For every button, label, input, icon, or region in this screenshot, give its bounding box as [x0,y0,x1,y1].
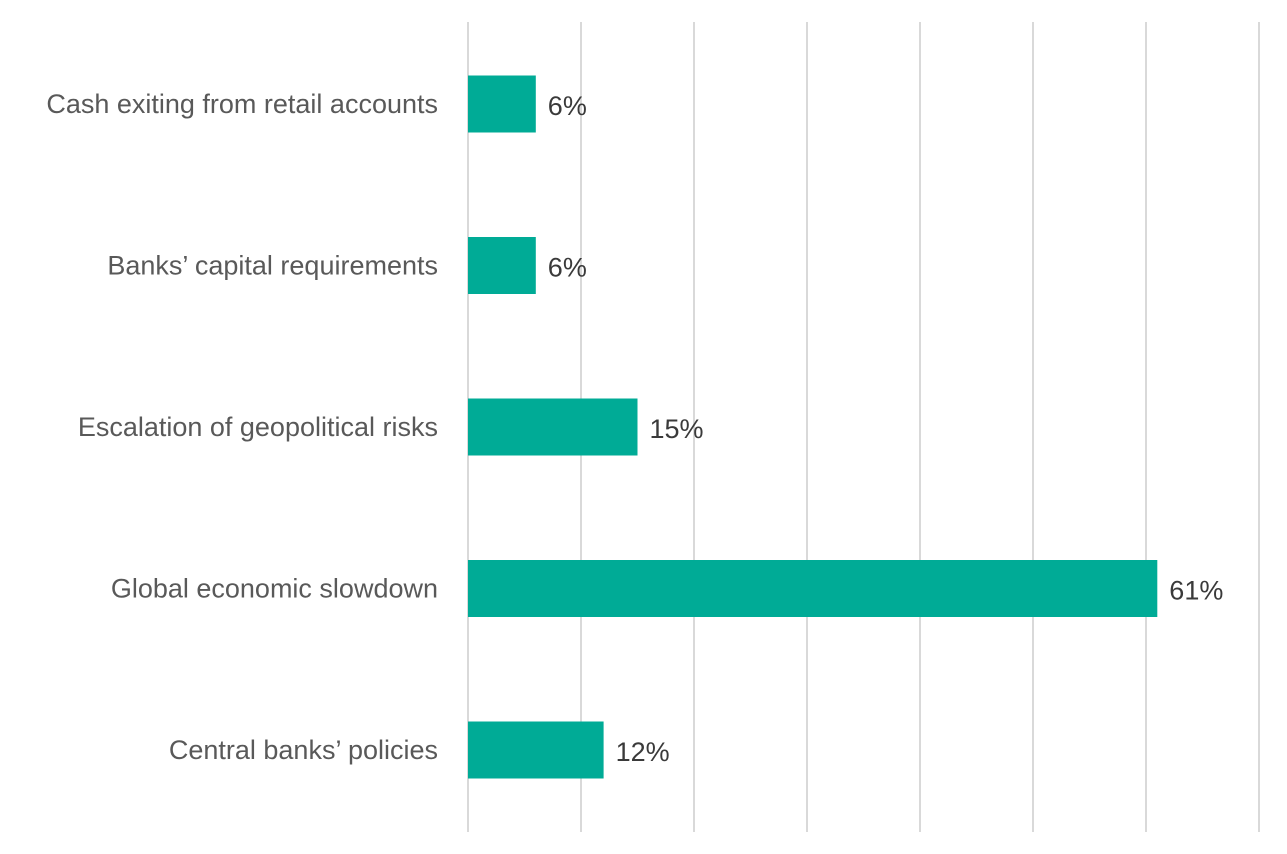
bars [468,75,1158,779]
value-labels: 6% 6% 15% 61% 12% [548,91,1224,767]
category-label: Banks’ capital requirements [107,251,438,281]
bar [468,75,536,133]
data-label: 6% [548,253,587,283]
data-label: 15% [650,414,704,444]
category-labels: Cash exiting from retail accounts Banks’ … [46,89,438,765]
bar [468,721,604,779]
data-label: 61% [1169,576,1223,606]
category-label: Central banks’ policies [169,735,438,765]
bar [468,398,638,456]
category-label: Cash exiting from retail accounts [46,89,438,119]
bar [468,237,536,294]
gridlines [467,22,1260,832]
data-label: 6% [548,91,587,121]
category-label: Escalation of geopolitical risks [78,412,438,442]
bar [468,560,1158,617]
data-label: 12% [616,737,670,767]
category-label: Global economic slowdown [111,574,438,604]
